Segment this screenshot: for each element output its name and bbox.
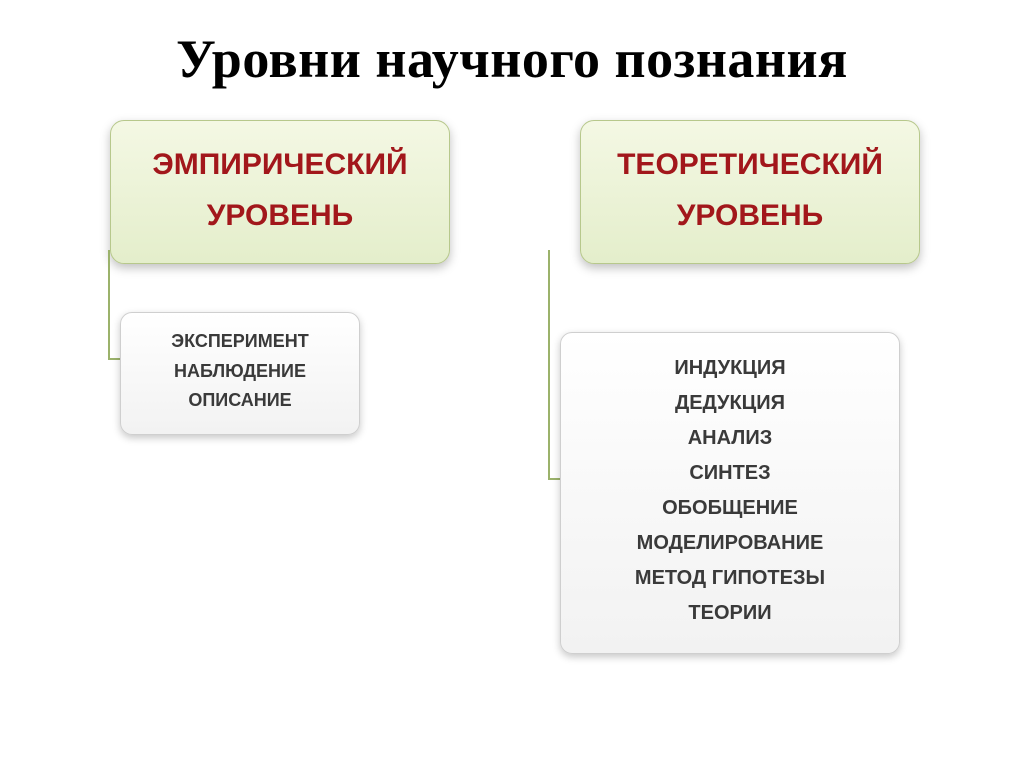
level-line1-empirical: ЭМПИРИЧЕСКИЙ [121,139,439,190]
method-item: ДЕДУКЦИЯ [575,386,885,421]
page-title: Уровни научного познания [0,28,1024,90]
methods-box-theoretical: ИНДУКЦИЯ ДЕДУКЦИЯ АНАЛИЗ СИНТЕЗ ОБОБЩЕНИ… [560,332,900,654]
level-box-theoretical: ТЕОРЕТИЧЕСКИЙ УРОВЕНЬ [580,120,920,264]
method-item: ЭКСПЕРИМЕНТ [131,327,349,357]
column-theoretical: ТЕОРЕТИЧЕСКИЙ УРОВЕНЬ [540,120,960,264]
method-item: ИНДУКЦИЯ [575,351,885,386]
method-item: МЕТОД ГИПОТЕЗЫ [575,561,885,596]
methods-box-empirical: ЭКСПЕРИМЕНТ НАБЛЮДЕНИЕ ОПИСАНИЕ [120,312,360,435]
level-line2-empirical: УРОВЕНЬ [121,190,439,241]
method-item: СИНТЕЗ [575,456,885,491]
level-box-empirical: ЭМПИРИЧЕСКИЙ УРОВЕНЬ [110,120,450,264]
method-item: АНАЛИЗ [575,421,885,456]
level-line2-theoretical: УРОВЕНЬ [591,190,909,241]
method-item: ОПИСАНИЕ [131,386,349,416]
method-item: ТЕОРИИ [575,596,885,631]
level-line1-theoretical: ТЕОРЕТИЧЕСКИЙ [591,139,909,190]
method-item: МОДЕЛИРОВАНИЕ [575,526,885,561]
method-item: ОБОБЩЕНИЕ [575,491,885,526]
column-empirical: ЭМПИРИЧЕСКИЙ УРОВЕНЬ [70,120,490,264]
method-item: НАБЛЮДЕНИЕ [131,357,349,387]
